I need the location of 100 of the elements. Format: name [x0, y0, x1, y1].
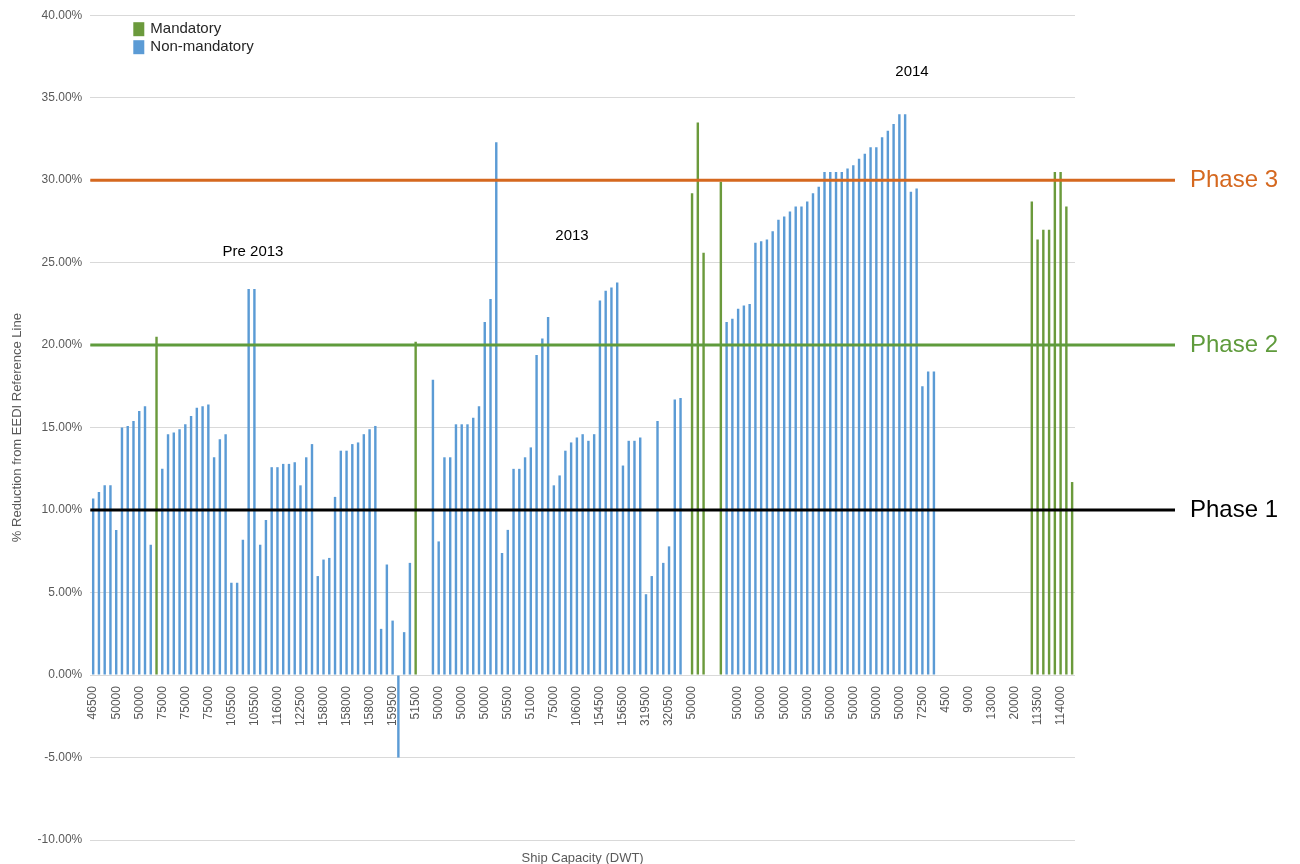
x-tick-label: 122500: [292, 685, 307, 727]
x-tick-label: 72500: [914, 685, 929, 720]
legend-label: Non-mandatory: [150, 37, 255, 55]
x-tick-label: 50000: [454, 685, 469, 720]
bar: [374, 425, 377, 675]
bar: [178, 429, 181, 675]
x-tick-label: 154500: [592, 685, 607, 727]
bar: [800, 206, 803, 675]
bar: [754, 242, 757, 675]
x-tick-label: 50000: [108, 685, 123, 720]
x-tick-label: 75000: [200, 685, 215, 720]
ref-line-label: Phase 2: [1190, 329, 1279, 357]
bar: [535, 355, 538, 675]
x-tick-label: 50000: [845, 685, 860, 720]
bar: [558, 475, 561, 675]
x-tick-label: 20000: [1006, 685, 1021, 720]
bar: [322, 559, 325, 675]
bar: [132, 421, 135, 675]
x-tick-label: 116000: [269, 685, 284, 726]
bar: [581, 434, 584, 675]
bar: [846, 168, 849, 675]
x-tick-label: 105500: [246, 685, 261, 727]
bar: [921, 386, 924, 675]
x-tick-label: 50000: [684, 685, 699, 720]
bar: [564, 450, 567, 675]
bar: [253, 289, 256, 675]
bar: [466, 424, 469, 675]
bar: [489, 298, 492, 675]
legend-label: Mandatory: [150, 19, 222, 37]
bar: [443, 457, 446, 675]
bar: [351, 444, 354, 675]
y-tick-label: 15.00%: [41, 419, 83, 434]
x-tick-label: 156500: [615, 685, 630, 727]
x-tick-label: 50000: [131, 685, 146, 720]
x-axis-title: Ship Capacity (DWT): [521, 849, 644, 864]
y-tick-label: -5.00%: [44, 749, 83, 764]
bar: [207, 404, 210, 675]
bar: [437, 541, 440, 675]
bar: [270, 467, 273, 675]
bar: [898, 114, 901, 675]
bar: [656, 421, 659, 675]
y-tick-label: 5.00%: [48, 584, 83, 599]
x-tick-label: 75000: [546, 685, 561, 720]
bar: [518, 468, 521, 675]
bar: [771, 231, 774, 675]
x-tick-label: 106000: [569, 685, 584, 727]
x-tick-label: 158000: [338, 685, 353, 727]
x-tick-label: 158000: [315, 685, 330, 727]
x-tick-label: 75000: [177, 685, 192, 720]
x-tick-label: 51000: [523, 685, 538, 720]
x-tick-label: 113500: [1029, 685, 1044, 726]
x-tick-label: 159500: [384, 685, 399, 727]
bar: [869, 147, 872, 675]
x-tick-label: 9000: [960, 685, 975, 713]
x-tick-label: 50000: [822, 685, 837, 720]
bar: [731, 318, 734, 675]
bar: [777, 219, 780, 675]
x-tick-label: 50500: [500, 685, 515, 720]
bar: [875, 147, 878, 675]
x-tick-label: 50000: [776, 685, 791, 720]
y-tick-label: 30.00%: [41, 172, 83, 187]
x-tick-label: 319500: [638, 685, 653, 727]
x-tick-label: 50000: [868, 685, 883, 720]
bar: [201, 406, 204, 675]
x-tick-label: 75000: [154, 685, 169, 720]
bar: [610, 287, 613, 675]
bar: [299, 485, 302, 675]
bar: [276, 467, 279, 675]
bar: [725, 322, 728, 675]
bar: [679, 397, 682, 675]
bar: [224, 434, 227, 675]
y-tick-label: 10.00%: [41, 502, 83, 517]
x-tick-label: 50000: [431, 685, 445, 720]
annotation: 2013: [555, 226, 589, 244]
y-tick-label: 20.00%: [41, 337, 83, 352]
y-tick-label: 35.00%: [41, 89, 83, 104]
bar: [247, 289, 250, 675]
bar: [109, 485, 112, 675]
x-tick-label: 4500: [937, 685, 952, 713]
bar: [368, 429, 371, 675]
x-tick-label: 13000: [983, 685, 998, 720]
bar: [541, 338, 544, 675]
y-tick-label: 25.00%: [41, 254, 83, 269]
bar: [823, 171, 826, 675]
bar: [512, 468, 515, 675]
bar: [103, 485, 106, 675]
y-axis-title: % Reduction from EEDI Reference Line: [9, 313, 25, 543]
x-tick-label: 114000: [1052, 685, 1067, 726]
annotation: Pre 2013: [222, 242, 284, 260]
x-tick-label: 320500: [661, 685, 676, 727]
y-tick-label: 0.00%: [48, 667, 83, 682]
bar: [892, 124, 895, 675]
ref-line-label: Phase 1: [1190, 494, 1279, 522]
bar: [397, 675, 400, 758]
bar: [633, 440, 636, 675]
x-tick-label: 51500: [407, 685, 422, 720]
bar: [852, 165, 855, 675]
x-tick-label: 46500: [85, 685, 100, 720]
bar: [604, 290, 607, 675]
x-tick-label: 50000: [891, 685, 906, 720]
